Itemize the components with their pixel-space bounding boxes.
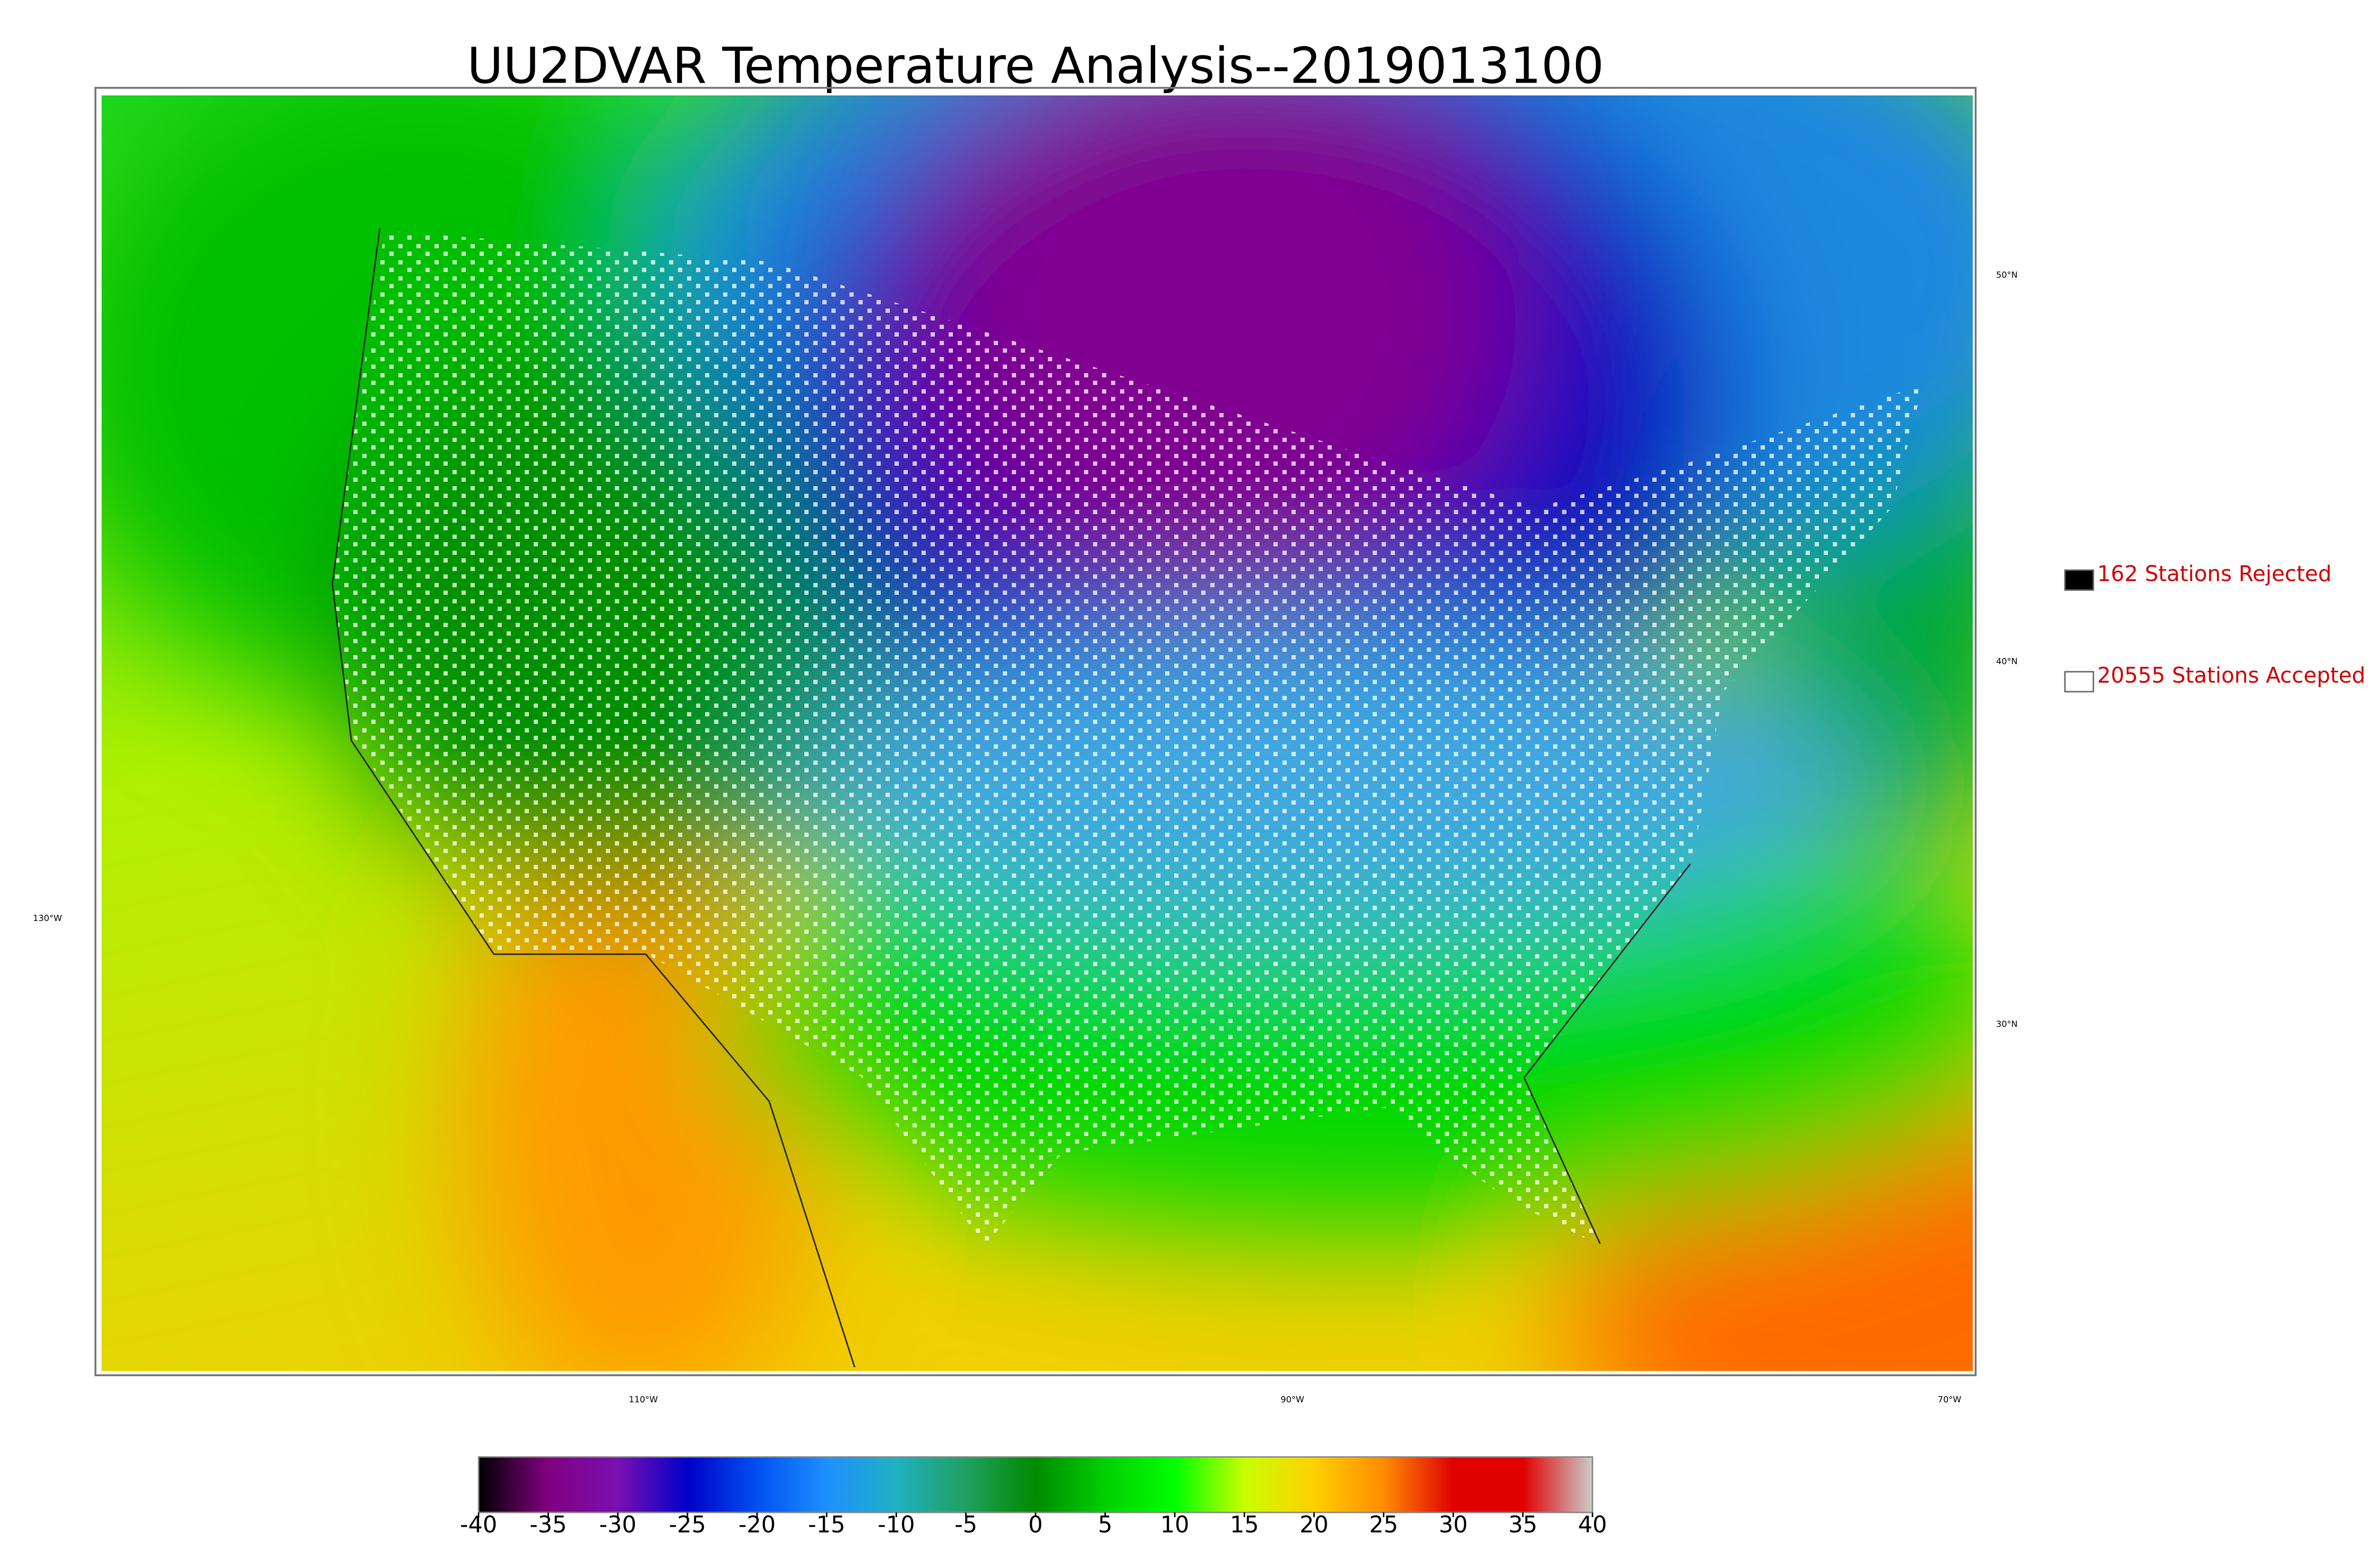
colorbar-tick-label: 15 [1230,1512,1259,1538]
colorbar-tick-label: -5 [954,1512,977,1538]
temperature-field [47,0,2184,1519]
colorbar-tick-label: 0 [1028,1512,1043,1538]
title: UU2DVAR Temperature Analysis--2019013100 [467,37,1604,94]
legend-label: 20555 Stations Accepted [2097,663,2365,688]
latitude-label: 50°N [1996,270,2017,280]
latitude-label: 40°N [1996,657,2017,667]
colorbar-gradient [479,1457,1592,1512]
colorbar-tick-label: -40 [460,1512,497,1538]
colorbar-tick-label: 25 [1369,1512,1398,1538]
colorbar-tick-label: 40 [1578,1512,1607,1538]
colorbar-tick-label: -25 [669,1512,706,1538]
longitude-label: 70°W [1938,1395,1961,1405]
colorbar: -40 -35 -30 -25 -20 -15 -10 -5 0 5 10 15 20 25 30 35 40 [460,1457,1607,1538]
colorbar-tick-label: 10 [1160,1512,1189,1538]
latitude-label: 30°N [1996,1019,2017,1029]
colorbar-tick-label: -10 [878,1512,915,1538]
colorbar-tick-label: -30 [599,1512,636,1538]
colorbar-tick-label: -35 [529,1512,566,1538]
longitude-label: 110°W [629,1395,658,1405]
colorbar-tick-label: -20 [738,1512,775,1538]
legend-swatch [2065,570,2093,590]
legend: 162 Stations Rejected 20555 Stations Acce… [2065,561,2365,692]
legend-swatch [2065,672,2093,692]
colorbar-tick-label: 5 [1098,1512,1112,1538]
colorbar-tick-label: 30 [1439,1512,1468,1538]
longitude-label: 90°W [1281,1395,1304,1405]
colorbar-tick-label: -15 [808,1512,845,1538]
colorbar-tick-label: 35 [1508,1512,1537,1538]
legend-label: 162 Stations Rejected [2097,561,2332,586]
colorbar-tick-label: 20 [1300,1512,1328,1538]
longitude-label: 130°W [33,913,62,923]
page: UU2DVAR Temperature Analysis--2019013100… [0,0,2374,1568]
map [47,0,2184,1519]
